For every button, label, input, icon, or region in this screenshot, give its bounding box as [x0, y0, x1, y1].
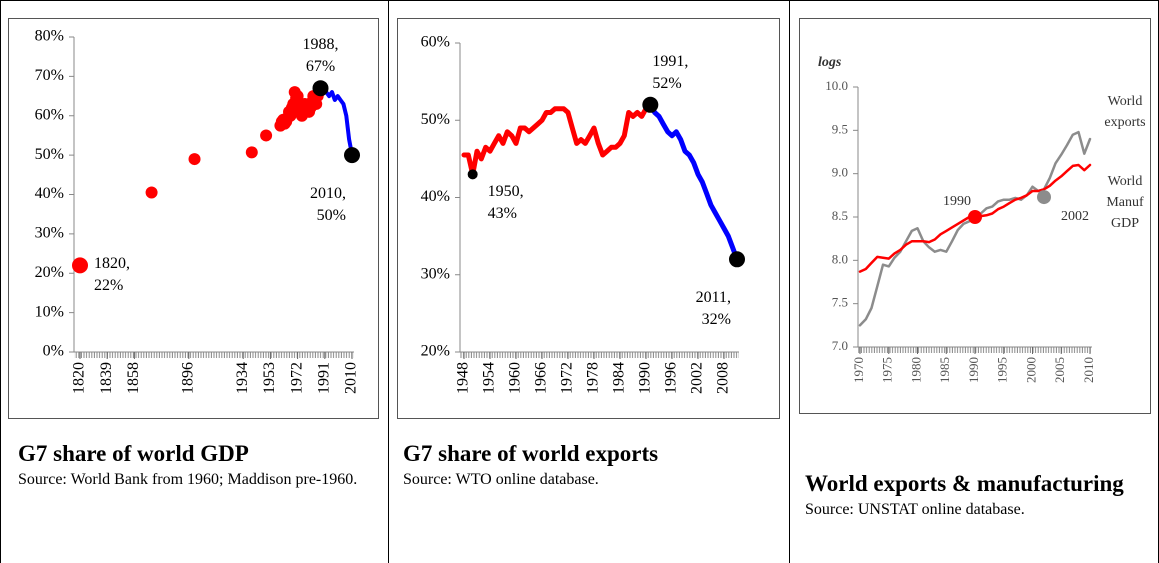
data-point [260, 129, 273, 142]
x-tick-label: 2010 [1081, 357, 1096, 383]
chart-box [8, 18, 379, 419]
x-tick-label: 1954 [481, 362, 498, 394]
data-line [461, 102, 653, 177]
data-point [188, 153, 201, 166]
x-tick-label: 1858 [125, 362, 142, 394]
y-tick-label: 7.5 [832, 295, 848, 310]
y-tick-label: 80% [35, 28, 64, 45]
x-tick-label: 1990 [966, 357, 981, 383]
x-tick-label: 1991 [315, 362, 332, 394]
x-tick-label: 1975 [880, 357, 895, 383]
y-tick-label: 0% [43, 343, 64, 360]
data-point [145, 186, 158, 199]
y-tick-label: 50% [421, 111, 450, 128]
legend-label: World exports [1104, 94, 1146, 130]
x-tick-label: 1972 [559, 362, 576, 394]
data-line [858, 130, 1092, 327]
x-tick-label: 2000 [1023, 357, 1038, 383]
y-tick-label: 60% [35, 106, 64, 123]
y-tick-label: 20% [35, 264, 64, 281]
x-tick-label: 1990 [637, 362, 654, 394]
x-tick-label: 1896 [179, 362, 196, 394]
x-tick-label: 1972 [288, 362, 305, 394]
x-tick-label: 2005 [1052, 357, 1067, 383]
data-line [318, 86, 354, 158]
caption-title: G7 share of world GDP [18, 441, 249, 466]
highlight-point [312, 80, 329, 97]
annotation: 2011, 32% [695, 289, 731, 329]
y-tick-label: 8.5 [832, 208, 848, 223]
x-tick-label: 1970 [851, 357, 866, 383]
caption-title: World exports & manufacturing [805, 471, 1124, 496]
x-axis-ticks [460, 352, 739, 358]
y-tick-label: 20% [421, 343, 450, 360]
x-tick-label: 1985 [937, 357, 952, 383]
x-axis-ticks [74, 352, 354, 358]
x-tick-label: 1839 [98, 362, 115, 394]
y-tick-label: 8.0 [832, 251, 848, 266]
y-axis-label: logs [818, 55, 842, 70]
data-point [245, 146, 258, 159]
highlight-point [642, 96, 659, 113]
x-tick-label: 1953 [261, 362, 278, 394]
caption: G7 share of world exports Source: WTO onl… [403, 440, 773, 492]
x-tick-label: 1980 [908, 357, 923, 383]
x-tick-label: 1984 [611, 362, 628, 394]
annotation: 1990 [943, 194, 971, 209]
y-tick-label: 9.5 [832, 121, 848, 136]
x-tick-label: 2008 [715, 362, 732, 394]
y-tick-label: 70% [35, 67, 64, 84]
chart-box [397, 18, 780, 419]
caption-source: Source: WTO online database. [403, 471, 599, 488]
y-tick-label: 10.0 [825, 78, 848, 93]
highlight-point [968, 210, 982, 224]
x-tick-label: 1995 [995, 357, 1010, 383]
highlight-point [729, 251, 745, 268]
caption-source: Source: World Bank from 1960; Maddison p… [18, 471, 358, 488]
x-tick-label: 1978 [585, 362, 602, 394]
caption: World exports & manufacturing Source: UNS… [805, 470, 1155, 522]
x-tick-label: 1948 [455, 362, 472, 394]
x-tick-label: 1960 [507, 362, 524, 394]
annotation: 2002 [1061, 209, 1089, 225]
annotation: 1991, 52% [652, 52, 689, 92]
x-tick-label: 1934 [234, 362, 251, 394]
y-tick-label: 30% [35, 225, 64, 242]
annotation: 2010, 50% [310, 185, 346, 225]
caption: G7 share of world GDP Source: World Bank … [18, 440, 378, 492]
y-tick-label: 50% [35, 146, 64, 163]
annotation: 1820, 22% [94, 255, 130, 295]
x-tick-label: 1996 [663, 362, 680, 394]
annotation: 1988, 67% [302, 36, 339, 76]
annotation: 1950, 43% [487, 183, 524, 223]
y-tick-label: 40% [35, 185, 64, 202]
caption-source: Source: UNSTAT online database. [805, 501, 1025, 518]
highlight-point [467, 169, 478, 180]
legend-label: World Manuf GDP [1106, 174, 1144, 231]
y-tick-label: 7.0 [832, 338, 848, 353]
highlight-point [72, 257, 88, 274]
x-tick-label: 1820 [71, 362, 88, 394]
y-tick-label: 40% [421, 188, 450, 205]
x-tick-label: 2010 [343, 362, 360, 394]
y-tick-label: 10% [35, 303, 64, 320]
data-point [291, 90, 304, 103]
caption-title: G7 share of world exports [403, 441, 659, 466]
x-tick-label: 1966 [533, 362, 550, 394]
chart-box [799, 18, 1151, 414]
highlight-point [1037, 190, 1051, 205]
y-tick-label: 60% [421, 34, 450, 51]
y-tick-label: 9.0 [832, 165, 848, 180]
data-line [647, 102, 740, 262]
y-tick-label: 30% [421, 265, 450, 282]
x-tick-label: 2002 [689, 362, 706, 394]
highlight-point [344, 147, 360, 164]
